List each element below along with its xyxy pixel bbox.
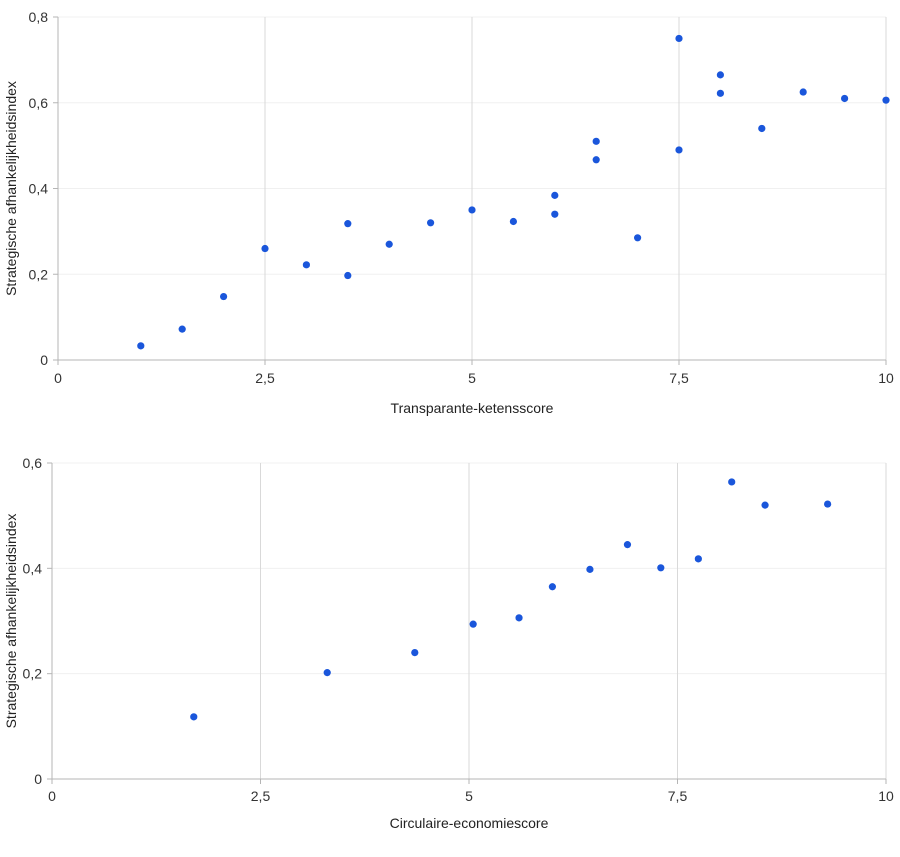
y-tick-label: 0,2 bbox=[29, 266, 49, 282]
x-tick-label: 5 bbox=[468, 370, 476, 386]
scatter-point[interactable] bbox=[824, 500, 832, 508]
scatter-point[interactable] bbox=[137, 342, 145, 350]
scatter-point[interactable] bbox=[623, 541, 632, 549]
scatter-point[interactable] bbox=[675, 34, 683, 43]
x-tick-label: 7,5 bbox=[669, 370, 689, 386]
x-tick-label: 10 bbox=[878, 788, 894, 804]
scatter-point[interactable] bbox=[675, 146, 683, 154]
scatter-point[interactable] bbox=[841, 94, 849, 103]
scatter-point[interactable] bbox=[592, 156, 600, 164]
scatter-point[interactable] bbox=[758, 124, 766, 133]
scatter-point[interactable] bbox=[261, 244, 269, 253]
y-tick-label: 0,2 bbox=[23, 666, 43, 682]
scatter-point[interactable] bbox=[220, 292, 228, 301]
scatter-point[interactable] bbox=[427, 219, 435, 227]
scatter-point[interactable] bbox=[344, 220, 352, 228]
scatter-point[interactable] bbox=[657, 564, 665, 572]
scatter-point[interactable] bbox=[761, 501, 769, 509]
scatter-point[interactable] bbox=[551, 210, 559, 218]
scatter-point[interactable] bbox=[468, 206, 476, 214]
scatter-point[interactable] bbox=[323, 669, 331, 677]
x-tick-label: 10 bbox=[878, 370, 894, 386]
scatter-point[interactable] bbox=[694, 555, 702, 563]
y-tick-label: 0 bbox=[40, 352, 48, 368]
x-axis-title: Transparante-ketensscore bbox=[391, 400, 554, 416]
scatter-point[interactable] bbox=[385, 240, 393, 248]
scatter-point[interactable] bbox=[592, 137, 600, 145]
scatter-point[interactable] bbox=[548, 583, 557, 591]
scatter-point[interactable] bbox=[799, 88, 807, 96]
scatter-point[interactable] bbox=[344, 271, 352, 280]
y-tick-label: 0,4 bbox=[23, 560, 43, 576]
scatter-chart-transparency: 0 0,2 0,4 0,6 0,8 0 2,5 5 7,5 10 Transparante-kete… bbox=[3, 9, 894, 416]
scatter-point[interactable] bbox=[716, 89, 725, 97]
scatter-point[interactable] bbox=[515, 614, 523, 622]
y-axis-title: Strategische afhankelijkheidsindex bbox=[3, 81, 19, 296]
x-tick-label: 0 bbox=[54, 370, 62, 386]
scatter-point[interactable] bbox=[302, 261, 310, 269]
y-axis-title: Strategische afhankelijkheidsindex bbox=[3, 514, 19, 729]
scatter-point[interactable] bbox=[586, 565, 594, 573]
x-tick-label: 7,5 bbox=[668, 788, 688, 804]
scatter-point[interactable] bbox=[634, 234, 642, 242]
y-tick-label: 0,4 bbox=[29, 181, 49, 197]
scatter-point[interactable] bbox=[469, 620, 477, 628]
x-tick-label: 5 bbox=[465, 788, 473, 804]
x-tick-label: 0 bbox=[48, 788, 56, 804]
y-tick-label: 0,6 bbox=[29, 95, 49, 111]
scatter-point[interactable] bbox=[190, 713, 198, 721]
scatter-point[interactable] bbox=[882, 96, 890, 104]
scatter-point[interactable] bbox=[728, 478, 736, 486]
scatter-point[interactable] bbox=[411, 649, 419, 657]
scatter-point[interactable] bbox=[551, 191, 559, 199]
x-axis-title: Circulaire-economiescore bbox=[390, 815, 549, 831]
scatter-chart-circular-economy: 0 0,2 0,4 0,6 0 2,5 5 7,5 10 Circulaire-economies… bbox=[3, 455, 894, 831]
scatter-point[interactable] bbox=[178, 325, 186, 333]
scatter-point[interactable] bbox=[509, 217, 517, 226]
scatter-point[interactable] bbox=[716, 71, 725, 79]
y-tick-label: 0,8 bbox=[29, 9, 49, 25]
y-tick-label: 0 bbox=[34, 771, 42, 787]
y-tick-label: 0,6 bbox=[23, 455, 43, 471]
x-tick-label: 2,5 bbox=[251, 788, 271, 804]
x-tick-label: 2,5 bbox=[255, 370, 275, 386]
